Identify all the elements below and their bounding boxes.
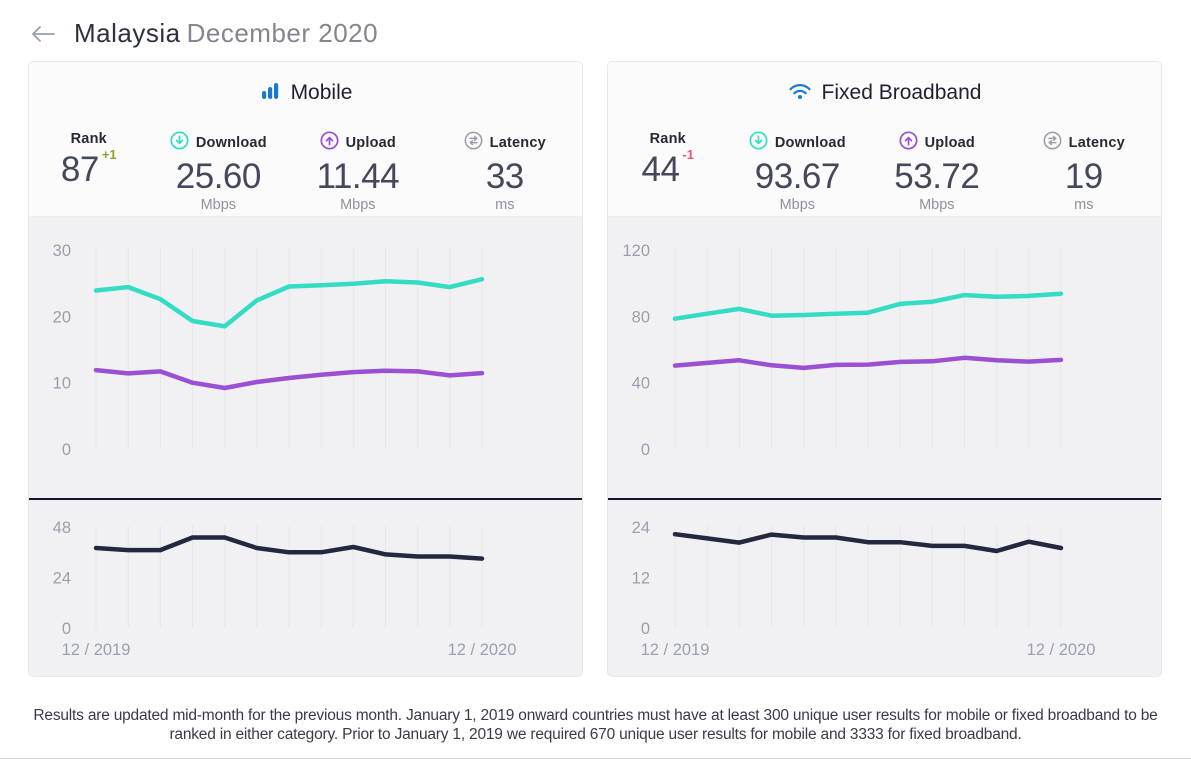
svg-text:20: 20 — [53, 308, 71, 326]
fixed-download-unit: Mbps — [779, 196, 816, 213]
fixed-download-stat: Download 93.67 Mbps — [728, 131, 868, 214]
mobile-latency-value: 33 — [485, 157, 524, 196]
download-icon — [749, 131, 768, 154]
mobile-card: Mobile Rank 87 +1 Download 25.60 Mbps — [28, 61, 583, 677]
fixed-card-title: Fixed Broadband — [608, 79, 1161, 107]
svg-text:0: 0 — [62, 441, 71, 459]
svg-text:48: 48 — [53, 519, 71, 537]
fixed-stats-row: Rank 44 -1 Download 93.67 Mbps Upload — [608, 131, 1161, 214]
fixed-upload-unit: Mbps — [919, 196, 955, 213]
svg-text:80: 80 — [632, 308, 650, 326]
fixed-rank-delta: -1 — [682, 147, 695, 162]
mobile-upload-value: 11.44 — [316, 157, 400, 196]
mobile-upload-stat: Upload 11.44 Mbps — [288, 131, 428, 214]
wifi-icon — [788, 79, 812, 107]
svg-text:12: 12 — [632, 570, 650, 588]
fixed-chart-divider — [608, 498, 1161, 500]
mobile-stats-row: Rank 87 +1 Download 25.60 Mbps Upload — [29, 131, 582, 214]
fixed-latency-stat: Latency 19 ms — [1007, 131, 1161, 214]
svg-text:24: 24 — [53, 570, 71, 588]
fixed-broadband-card: Fixed Broadband Rank 44 -1 Download 93.67… — [607, 61, 1162, 677]
mobile-card-header: Mobile Rank 87 +1 Download 25.60 Mbps — [29, 62, 582, 217]
fixed-latency-label: Latency — [1043, 131, 1125, 154]
mobile-latency-chart: 48 24 0 12 / 2019 12 / 2020 — [53, 519, 517, 659]
mobile-download-label: Download — [170, 131, 267, 154]
upload-icon — [320, 131, 339, 154]
download-icon — [170, 131, 189, 154]
fixed-latency-unit: ms — [1074, 196, 1094, 213]
page-title: Malaysia December 2020 — [74, 18, 378, 49]
svg-text:12 / 2020: 12 / 2020 — [448, 641, 517, 659]
mobile-rank-value: 87 +1 — [60, 147, 117, 189]
latency-icon — [1043, 131, 1062, 154]
svg-text:12 / 2020: 12 / 2020 — [1027, 641, 1096, 659]
footer-note: Results are updated mid-month for the pr… — [33, 707, 1158, 744]
fixed-latency-chart: 24 12 0 12 / 2019 12 / 2020 — [632, 519, 1096, 659]
mobile-download-value: 25.60 — [175, 157, 262, 196]
fixed-download-value: 93.67 — [754, 157, 841, 196]
mobile-chart-divider — [29, 498, 582, 500]
svg-text:120: 120 — [622, 242, 650, 260]
fixed-card-header: Fixed Broadband Rank 44 -1 Download 93.67… — [608, 62, 1161, 217]
mobile-latency-label: Latency — [464, 131, 546, 154]
fixed-speed-chart: 120 80 40 0 — [622, 242, 1064, 459]
mobile-download-unit: Mbps — [200, 196, 237, 213]
report-cards: Mobile Rank 87 +1 Download 25.60 Mbps — [28, 61, 1162, 677]
svg-text:30: 30 — [53, 242, 71, 260]
fixed-rank-value: 44 -1 — [641, 147, 695, 189]
fixed-upload-stat: Upload 53.72 Mbps — [867, 131, 1007, 214]
mobile-signal-bars-icon — [259, 79, 281, 107]
svg-text:40: 40 — [632, 375, 650, 393]
fixed-rank-stat: Rank 44 -1 — [608, 131, 728, 214]
svg-text:12 / 2019: 12 / 2019 — [641, 641, 710, 659]
mobile-speed-chart: 30 20 10 0 — [53, 242, 485, 459]
fixed-upload-value: 53.72 — [894, 157, 980, 196]
mobile-latency-unit: ms — [495, 196, 515, 213]
mobile-upload-unit: Mbps — [340, 196, 376, 213]
mobile-upload-label: Upload — [320, 131, 396, 154]
svg-text:12 / 2019: 12 / 2019 — [62, 641, 131, 659]
mobile-rank-delta: +1 — [101, 147, 117, 162]
latency-icon — [464, 131, 483, 154]
mobile-rank-stat: Rank 87 +1 — [29, 131, 149, 214]
fixed-download-label: Download — [749, 131, 846, 154]
svg-text:10: 10 — [53, 375, 71, 393]
mobile-rank-label: Rank — [70, 131, 107, 147]
report-period: December 2020 — [186, 18, 379, 48]
mobile-card-title: Mobile — [29, 79, 582, 107]
mobile-card-title-label: Mobile — [290, 81, 353, 104]
fixed-latency-value: 19 — [1064, 157, 1103, 196]
mobile-latency-stat: Latency 33 ms — [428, 131, 582, 214]
svg-text:24: 24 — [632, 519, 650, 537]
svg-text:0: 0 — [641, 441, 650, 459]
fixed-upload-label: Upload — [899, 131, 975, 154]
upload-icon — [899, 131, 918, 154]
bottom-divider — [0, 757, 1191, 759]
fixed-rank-label: Rank — [649, 131, 686, 147]
svg-text:0: 0 — [641, 620, 650, 638]
mobile-download-stat: Download 25.60 Mbps — [149, 131, 289, 214]
svg-text:0: 0 — [62, 620, 71, 638]
fixed-card-title-label: Fixed Broadband — [821, 81, 982, 104]
country-name: Malaysia — [74, 18, 181, 48]
back-arrow-icon[interactable] — [30, 23, 58, 45]
page-header: Malaysia December 2020 — [0, 0, 1191, 61]
